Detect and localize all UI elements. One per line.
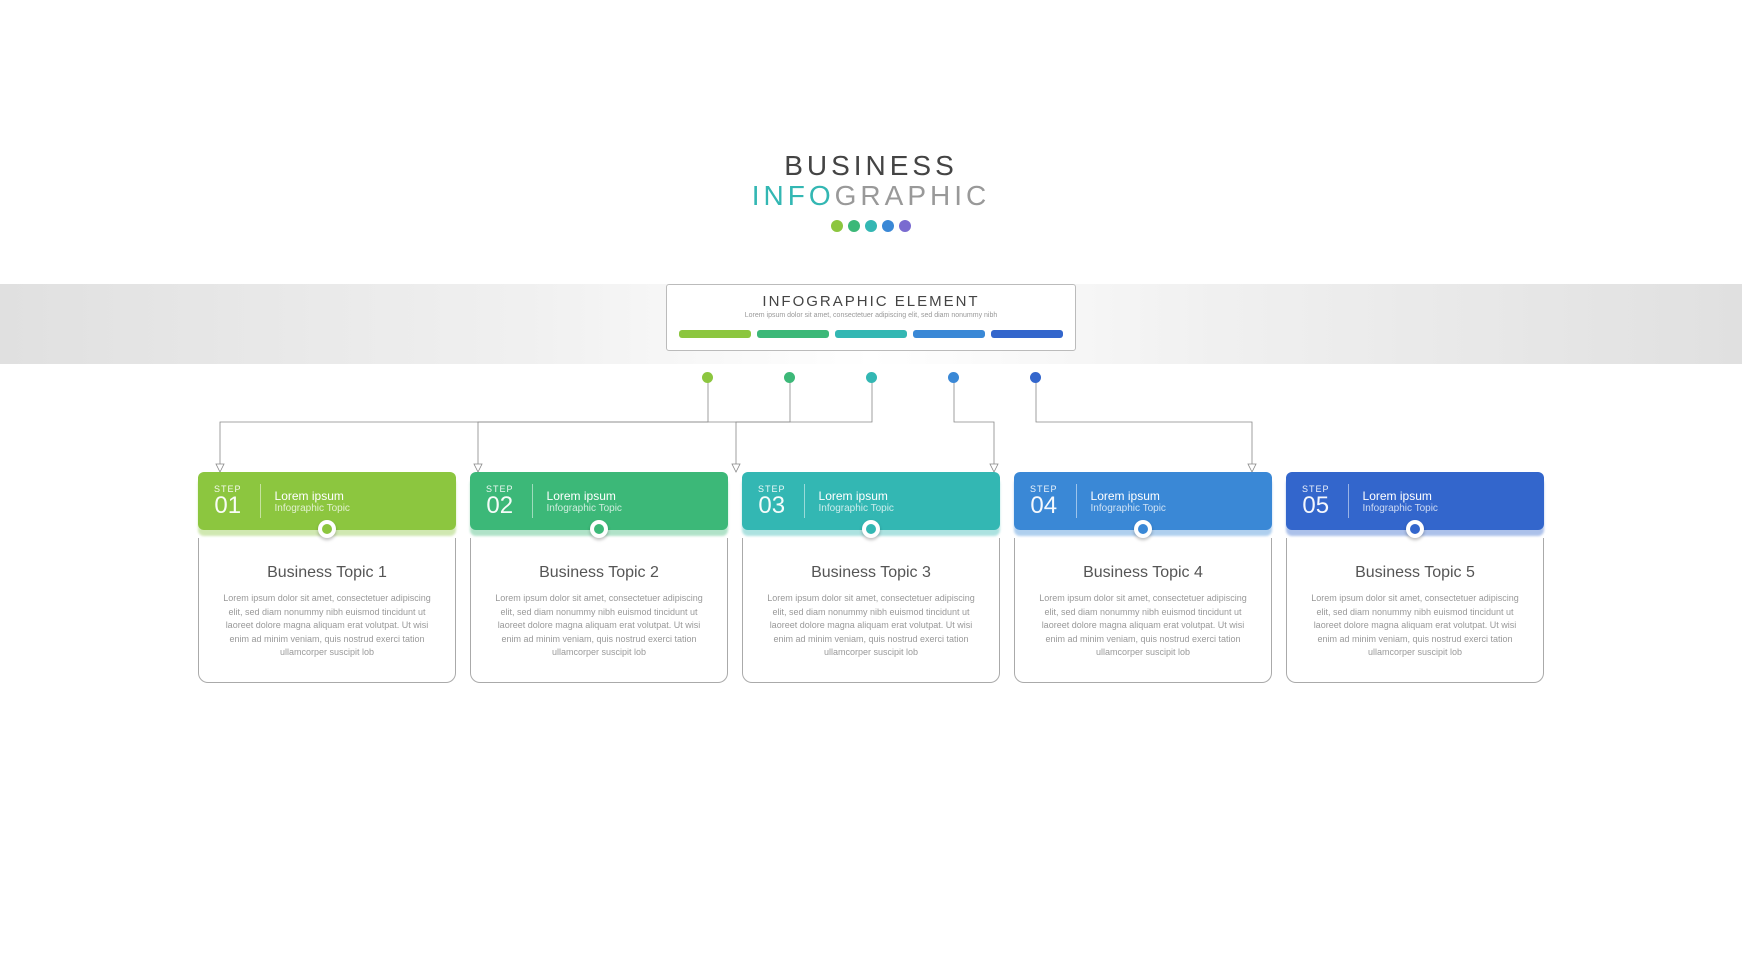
step-title-2: Infographic Topic	[275, 503, 350, 514]
page-header: BUSINESS INFOGRAPHIC	[0, 150, 1742, 232]
card-body-title: Business Topic 2	[489, 564, 709, 582]
step-title-1: Lorem ipsum	[1091, 489, 1166, 503]
header-divider	[260, 484, 261, 518]
step-number: 01	[214, 494, 242, 518]
title-part-o: O	[809, 180, 835, 211]
card-body-text: Lorem ipsum dolor sit amet, consectetuer…	[489, 592, 709, 660]
header-divider	[1076, 484, 1077, 518]
step-card-4: STEP04 Lorem ipsumInfographic Topic Busine…	[1014, 472, 1272, 683]
root-color-bars	[679, 330, 1063, 338]
connector-dot	[866, 372, 877, 383]
card-body-text: Lorem ipsum dolor sit amet, consectetuer…	[1305, 592, 1525, 660]
step-title-1: Lorem ipsum	[819, 489, 894, 503]
header-dot	[848, 220, 860, 232]
connector-dot	[1030, 372, 1041, 383]
step-titles: Lorem ipsumInfographic Topic	[819, 489, 894, 514]
step-titles: Lorem ipsumInfographic Topic	[547, 489, 622, 514]
cards-row: STEP01Lorem ipsumInfographic TopicBusine…	[92, 472, 1650, 683]
step-title-1: Lorem ipsum	[547, 489, 622, 503]
card-body: Business Topic 3 Lorem ipsum dolor sit am…	[742, 538, 1000, 683]
step-number-block: STEP02	[486, 484, 514, 518]
header-dot	[865, 220, 877, 232]
step-title-2: Infographic Topic	[819, 503, 894, 514]
connector-dots	[666, 372, 1076, 383]
pin-icon	[862, 520, 880, 538]
root-bar	[757, 330, 829, 338]
pin-icon	[1134, 520, 1152, 538]
card-body: Business Topic 2 Lorem ipsum dolor sit am…	[470, 538, 728, 683]
step-number-block: STEP04	[1030, 484, 1058, 518]
title-part-graphic: GRAPHIC	[835, 180, 991, 211]
step-titles: Lorem ipsumInfographic Topic	[1363, 489, 1438, 514]
card-body-text: Lorem ipsum dolor sit amet, consectetuer…	[1033, 592, 1253, 660]
step-title-2: Infographic Topic	[1091, 503, 1166, 514]
card-body-text: Lorem ipsum dolor sit amet, consectetuer…	[217, 592, 437, 660]
card-body-title: Business Topic 1	[217, 564, 437, 582]
card-body: Business Topic 4 Lorem ipsum dolor sit am…	[1014, 538, 1272, 683]
step-number-block: STEP03	[758, 484, 786, 518]
card-body-title: Business Topic 5	[1305, 564, 1525, 582]
header-divider	[804, 484, 805, 518]
step-title-2: Infographic Topic	[547, 503, 622, 514]
connector-dot	[948, 372, 959, 383]
step-number-block: STEP01	[214, 484, 242, 518]
connector-dot	[784, 372, 795, 383]
step-card-1: STEP01 Lorem ipsumInfographic Topic Busine…	[198, 472, 456, 683]
step-titles: Lorem ipsumInfographic Topic	[1091, 489, 1166, 514]
step-number-block: STEP05	[1302, 484, 1330, 518]
header-dot	[882, 220, 894, 232]
card-body: Business Topic 1 Lorem ipsum dolor sit am…	[198, 538, 456, 683]
card-body-title: Business Topic 3	[761, 564, 981, 582]
step-number: 04	[1030, 494, 1058, 518]
title-part-info: INF	[752, 180, 809, 211]
card-body-text: Lorem ipsum dolor sit amet, consectetuer…	[761, 592, 981, 660]
header-divider	[1348, 484, 1349, 518]
root-bar	[835, 330, 907, 338]
pin-icon	[590, 520, 608, 538]
step-card-3: STEP03 Lorem ipsumInfographic Topic Busine…	[742, 472, 1000, 683]
step-number: 05	[1302, 494, 1330, 518]
title-line-2: INFOGRAPHIC	[0, 180, 1742, 212]
step-title-1: Lorem ipsum	[275, 489, 350, 503]
pin-icon	[318, 520, 336, 538]
root-box: INFOGRAPHIC ELEMENT Lorem ipsum dolor si…	[666, 284, 1076, 351]
root-bar	[991, 330, 1063, 338]
step-number: 02	[486, 494, 514, 518]
connector-dot	[702, 372, 713, 383]
step-title-2: Infographic Topic	[1363, 503, 1438, 514]
step-titles: Lorem ipsumInfographic Topic	[275, 489, 350, 514]
connector-lines	[0, 372, 1742, 482]
pin-icon	[1406, 520, 1424, 538]
header-divider	[532, 484, 533, 518]
step-card-5: STEP05 Lorem ipsumInfographic Topic Busine…	[1286, 472, 1544, 683]
step-title-1: Lorem ipsum	[1363, 489, 1438, 503]
root-subtitle: Lorem ipsum dolor sit amet, consectetuer…	[679, 312, 1063, 320]
step-card-2: STEP02 Lorem ipsumInfographic Topic Busine…	[470, 472, 728, 683]
title-line-1: BUSINESS	[0, 150, 1742, 182]
root-bar	[913, 330, 985, 338]
card-body-title: Business Topic 4	[1033, 564, 1253, 582]
root-bar	[679, 330, 751, 338]
header-dots	[0, 220, 1742, 232]
header-dot	[831, 220, 843, 232]
root-title: INFOGRAPHIC ELEMENT	[679, 293, 1063, 310]
header-dot	[899, 220, 911, 232]
card-body: Business Topic 5 Lorem ipsum dolor sit am…	[1286, 538, 1544, 683]
step-number: 03	[758, 494, 786, 518]
